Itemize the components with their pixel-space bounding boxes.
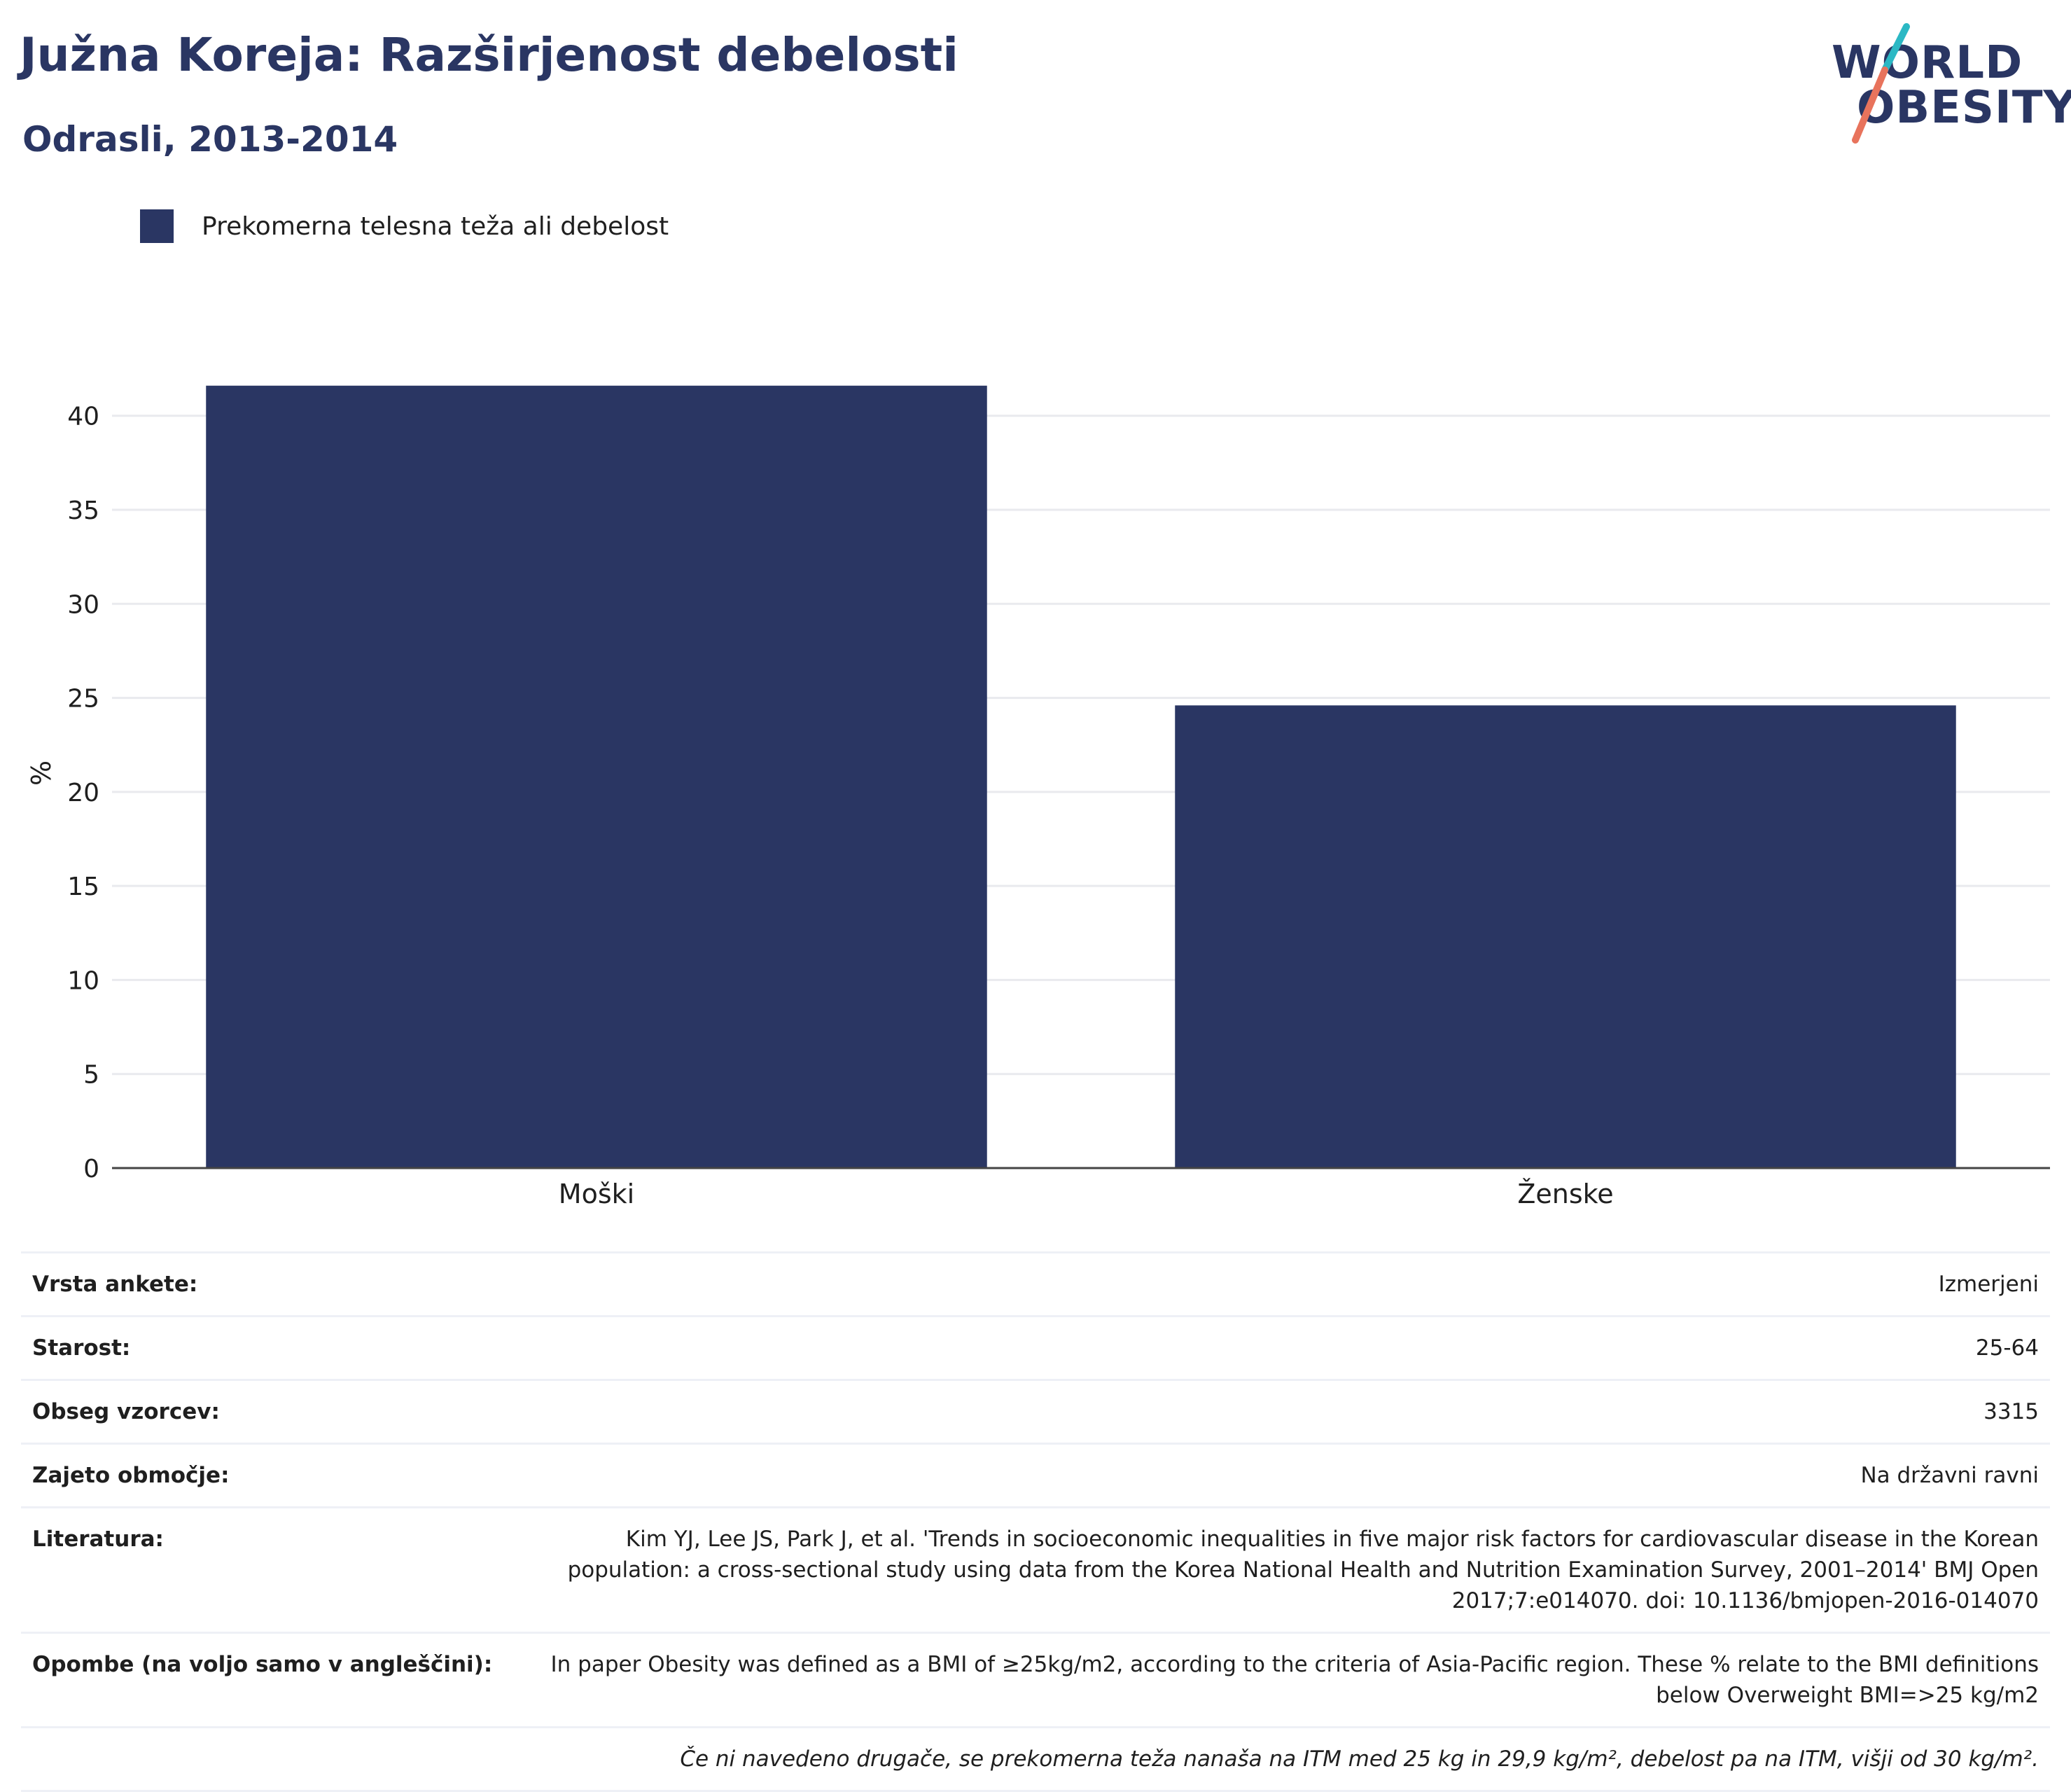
info-row-age: Starost: 25-64: [21, 1315, 2050, 1380]
info-label: Obseg vzorcev:: [21, 1379, 504, 1444]
info-label: Starost:: [21, 1315, 504, 1380]
y-tick-label: 5: [83, 1061, 99, 1090]
logo-word-obesity: OBESITY: [1857, 82, 2071, 134]
chart-title: Južna Koreja: Razširjenost debelosti: [20, 28, 958, 82]
y-tick-label: 20: [67, 779, 99, 807]
footnote: Če ni navedeno drugače, se prekomerna te…: [21, 1726, 2050, 1792]
info-row-notes: Opombe (na voljo samo v angleščini): In …: [21, 1632, 2050, 1728]
legend-label: Prekomerna telesna teža ali debelost: [202, 211, 669, 241]
info-row-coverage: Zajeto območje: Na državni ravni: [21, 1443, 2050, 1508]
info-label: Opombe (na voljo samo v angleščini):: [21, 1632, 504, 1728]
world-obesity-logo[interactable]: WORLD OBESITY: [1820, 21, 2071, 147]
bar: [1175, 705, 1956, 1168]
y-axis-label: %: [26, 760, 57, 786]
info-row-references: Literatura: Kim YJ, Lee JS, Park J, et a…: [21, 1506, 2050, 1633]
bar: [206, 385, 987, 1168]
info-row-footnote: Če ni navedeno drugače, se prekomerna te…: [21, 1726, 2050, 1792]
info-label: Literatura:: [21, 1506, 504, 1633]
info-label: Vrsta ankete:: [21, 1251, 504, 1317]
info-value: Na državni ravni: [503, 1443, 2050, 1508]
x-tick-label: Ženske: [1517, 1179, 1613, 1209]
x-tick-label: Moški: [559, 1179, 634, 1209]
y-tick-label: 25: [67, 685, 99, 714]
chart-subtitle: Odrasli, 2013-2014: [22, 119, 398, 160]
info-value: 3315: [503, 1379, 2050, 1444]
y-tick-label: 40: [67, 403, 99, 431]
info-value: In paper Obesity was defined as a BMI of…: [503, 1632, 2050, 1728]
y-tick-label: 35: [67, 496, 99, 525]
info-value: Izmerjeni: [503, 1251, 2050, 1317]
logo-slash-icon: [1852, 23, 1910, 144]
bar-chart: 0 5 10 15 20 25 30 35 40 Moški Ženske%: [26, 385, 2050, 1209]
chart-legend[interactable]: Prekomerna telesna teža ali debelost: [140, 209, 669, 244]
survey-info-table: Vrsta ankete: Izmerjeni Starost: 25-64 O…: [21, 1251, 2050, 1792]
info-value: Kim YJ, Lee JS, Park J, et al. 'Trends i…: [503, 1506, 2050, 1633]
y-tick-label: 0: [83, 1155, 99, 1183]
y-tick-label: 30: [67, 590, 99, 619]
logo-word-world: WORLD: [1832, 37, 2023, 89]
legend-swatch: [140, 209, 174, 243]
y-tick-label: 10: [67, 966, 99, 995]
info-row-sample-size: Obseg vzorcev: 3315: [21, 1379, 2050, 1444]
info-value: 25-64: [503, 1315, 2050, 1380]
info-row-survey-type: Vrsta ankete: Izmerjeni: [21, 1251, 2050, 1317]
info-label: Zajeto območje:: [21, 1443, 504, 1508]
y-tick-label: 15: [67, 873, 99, 901]
